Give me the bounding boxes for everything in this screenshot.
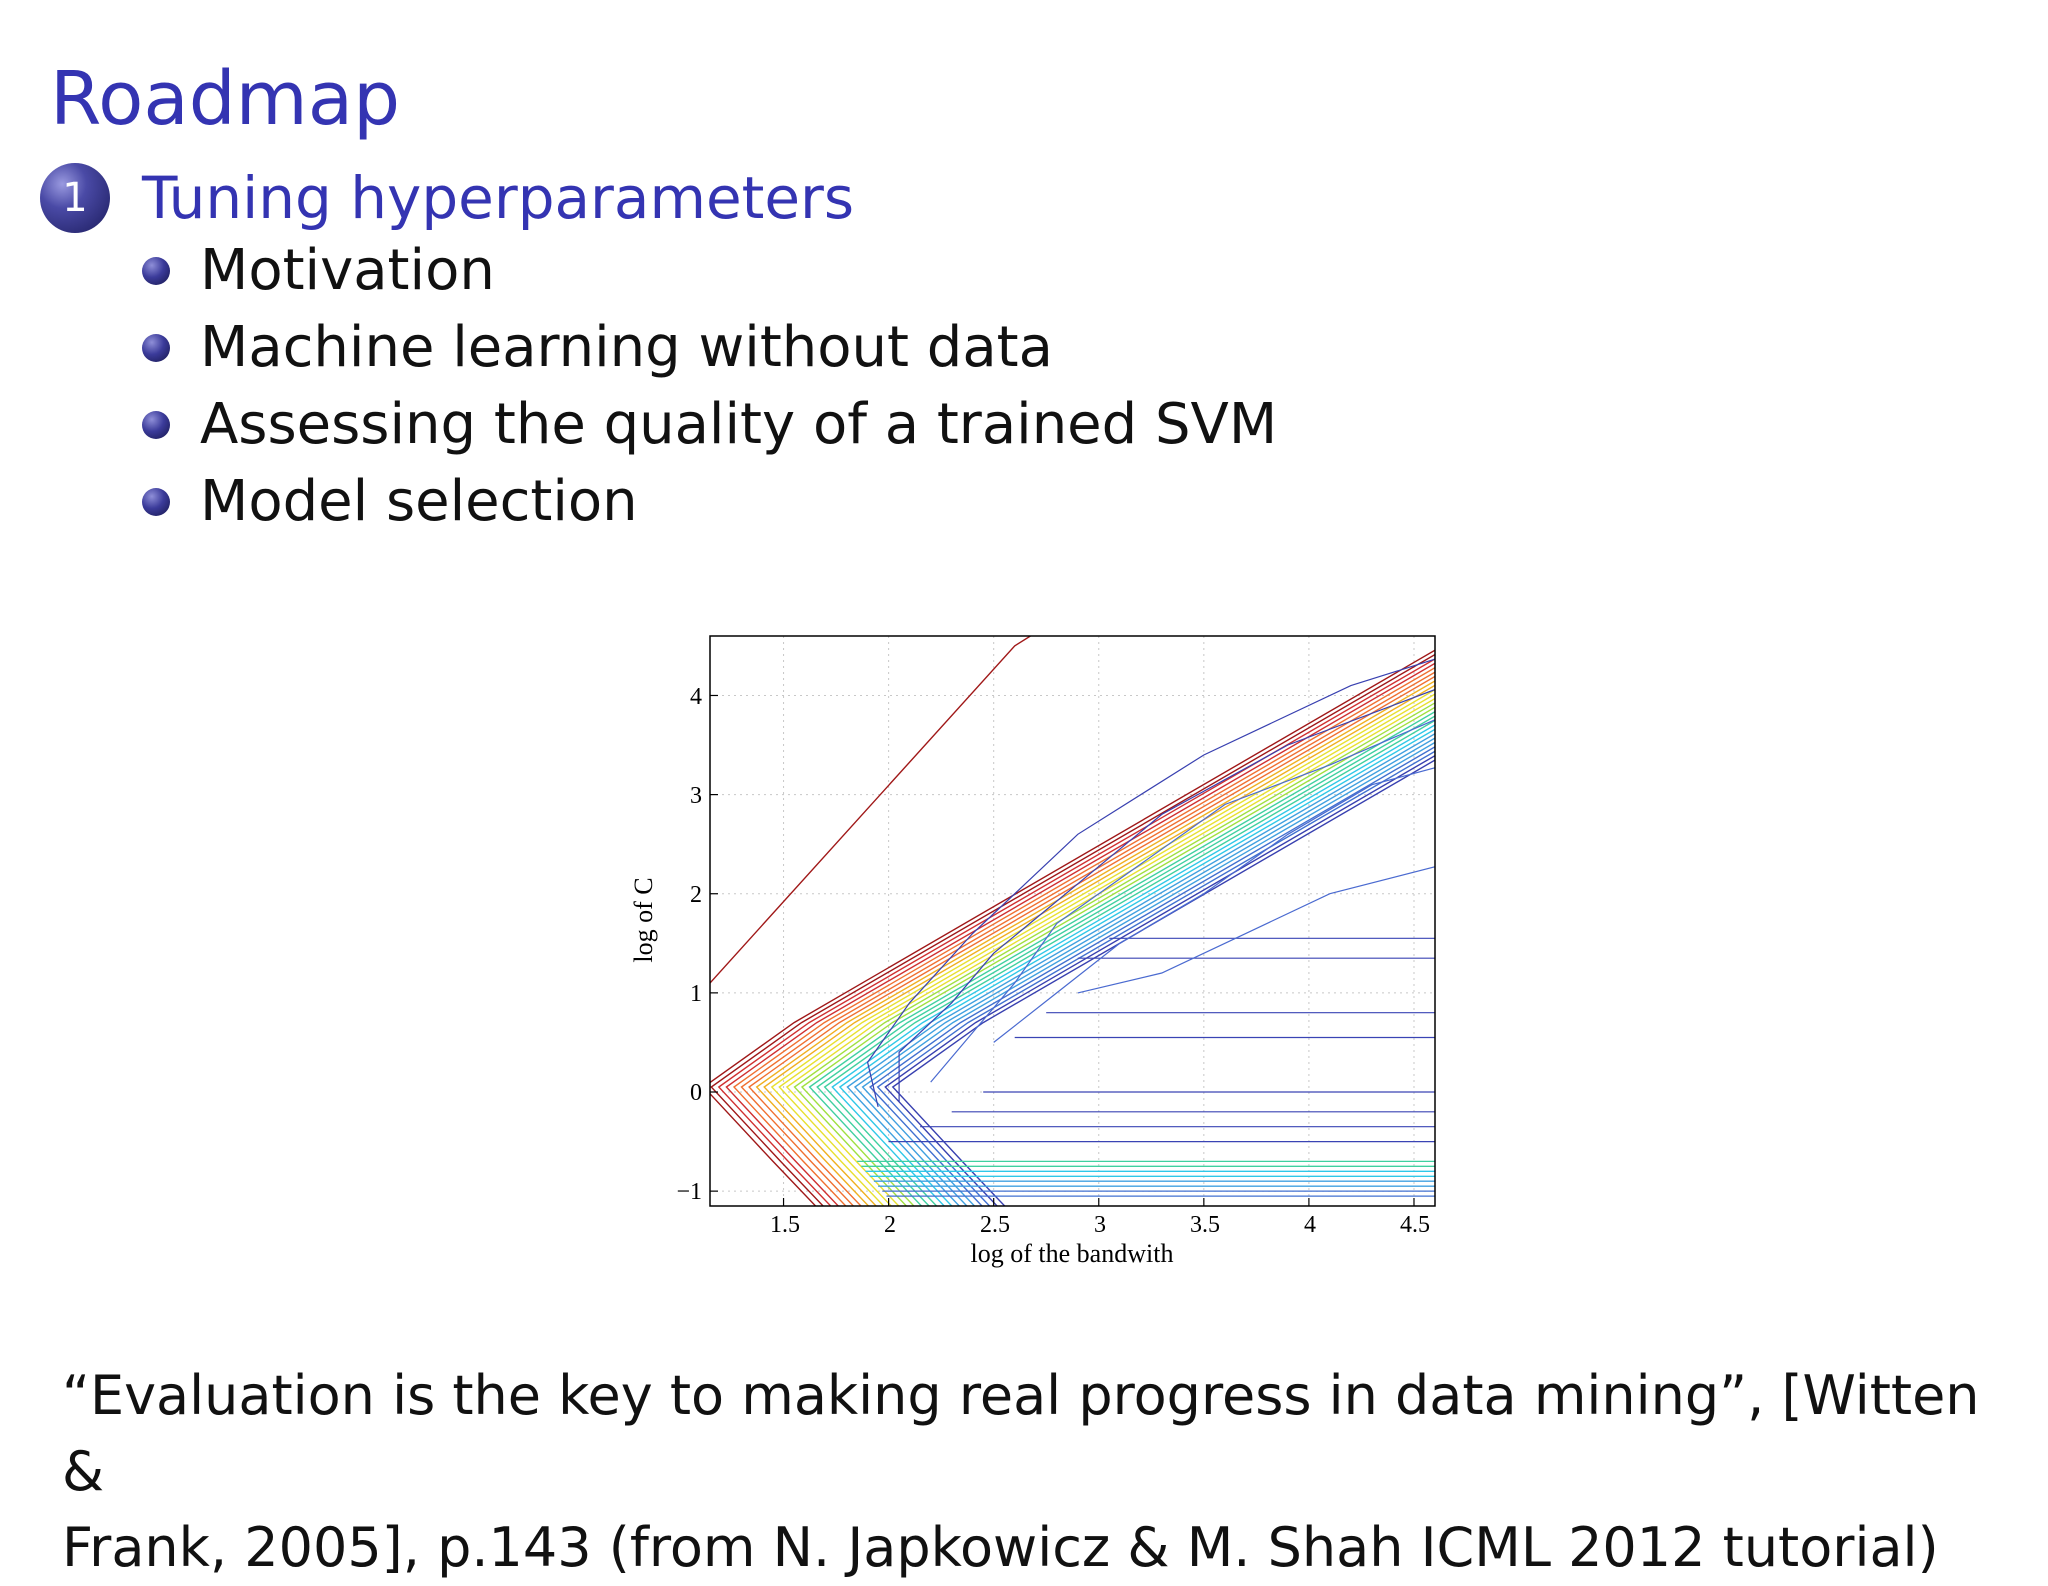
plot-area <box>710 636 1435 1206</box>
contour-line <box>866 658 1435 1108</box>
quote-line: “Evaluation is the key to making real pr… <box>62 1364 1980 1503</box>
y-axis-label: log of C <box>629 877 658 962</box>
bullet-icon <box>142 487 170 516</box>
quote-line: Frank, 2005], p.143 (from N. Japkowicz &… <box>62 1516 1939 1579</box>
grid-lines <box>710 636 1435 1206</box>
bullet-item: Motivation <box>142 232 1277 309</box>
bullet-icon <box>142 410 170 439</box>
contour-line <box>740 671 1435 1206</box>
y-tick-label: 1 <box>690 981 702 1007</box>
x-tick-label: 1.5 <box>770 1212 800 1238</box>
y-tick-label: 2 <box>690 882 702 908</box>
citation-quote: “Evaluation is the key to making real pr… <box>62 1358 2022 1586</box>
contour-line <box>770 688 1435 1206</box>
axis-ticks <box>710 694 1415 1206</box>
bullet-item: Machine learning without data <box>142 309 1277 386</box>
contour-line <box>763 684 1435 1206</box>
contour-lines <box>710 636 1435 1206</box>
contour-line <box>710 636 1032 984</box>
y-tick-label: −1 <box>676 1179 702 1205</box>
contour-line <box>710 653 1435 1206</box>
contour-line <box>755 680 1435 1206</box>
contour-line <box>930 719 1435 1083</box>
x-tick-label: 2 <box>884 1212 896 1238</box>
x-tick-label: 3.5 <box>1190 1212 1220 1238</box>
section-number-badge: 1 <box>40 163 110 233</box>
bullet-text: Motivation <box>200 238 495 303</box>
contour-chart: 1.5 2 2.5 3 3.5 4 4.5 4 3 2 1 0 −1 log o… <box>629 635 1436 1268</box>
bullet-text: Model selection <box>200 469 638 534</box>
section-heading: 1 Tuning hyperparameters <box>40 163 854 233</box>
x-tick-label: 3 <box>1094 1212 1106 1238</box>
bullet-item: Model selection <box>142 463 1277 540</box>
x-tick-label: 4.5 <box>1400 1212 1430 1238</box>
plot-frame <box>709 635 1436 1207</box>
contour-line <box>748 675 1435 1206</box>
x-tick-label: 2.5 <box>980 1212 1010 1238</box>
contour-line <box>717 658 1435 1206</box>
bullet-text: Assessing the quality of a trained SVM <box>200 392 1278 457</box>
y-tick-label: 0 <box>690 1080 702 1106</box>
contour-line <box>1077 866 1435 994</box>
contour-line <box>993 767 1435 1043</box>
bullet-list: Motivation Machine learning without data… <box>142 232 1277 540</box>
x-axis-label: log of the bandwith <box>971 1239 1174 1268</box>
bullet-item: Assessing the quality of a trained SVM <box>142 386 1277 463</box>
contour-line <box>725 662 1435 1206</box>
section-title: Tuning hyperparameters <box>142 164 855 232</box>
contour-line <box>710 649 1435 1206</box>
x-tick-label: 4 <box>1304 1212 1316 1238</box>
y-tick-label: 3 <box>690 783 702 809</box>
bullet-text: Machine learning without data <box>200 315 1053 380</box>
bullet-icon <box>142 333 170 362</box>
bullet-icon <box>142 256 170 285</box>
contour-line <box>778 693 1435 1206</box>
contour-line <box>732 666 1435 1206</box>
contour-line <box>898 688 1435 1102</box>
y-tick-label: 4 <box>690 684 702 710</box>
slide-title: Roadmap <box>50 56 401 142</box>
